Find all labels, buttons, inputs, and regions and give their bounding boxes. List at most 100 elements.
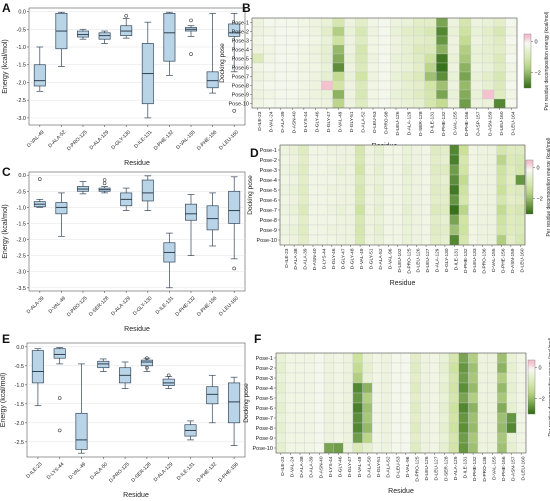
heat-cell [477,362,488,374]
heat-cell [447,98,460,109]
heat-cell [496,154,507,166]
heat-cell [381,432,392,444]
column-label: D-LYS-44 [303,111,309,132]
box-iqr [31,350,44,384]
heat-cell [378,53,391,64]
box-d-gly-130 [141,175,154,211]
heat-cell [308,174,318,186]
heat-cell [421,234,431,246]
heat-cell [497,422,507,434]
heat-cell [289,164,299,176]
heat-cell [436,53,449,64]
heat-cell [410,382,421,394]
heat-cell [286,80,299,91]
outlier-point [102,178,107,182]
heat-cell [295,382,305,394]
heat-cell [420,352,430,364]
heat-cell [333,432,344,444]
heat-cell [459,62,472,73]
heat-cell [410,432,421,444]
column-label: D-ALA-39 [303,248,309,269]
panel-letter-e: E [2,332,10,346]
heat-cell [402,194,413,206]
heat-cell [309,53,322,64]
heat-cell [263,98,276,109]
heat-cell [420,412,430,424]
row-label: Pose-8 [256,426,273,432]
y-axis-label: Energy (kcal/mol) [2,39,9,93]
colorbar-tick-label: 0 [535,40,538,46]
column-label: D-LEU-126 [416,248,422,272]
heat-cell [392,144,403,156]
column-label: D-PHE-156 [501,456,507,481]
heat-cell [286,53,299,64]
heat-cell [430,234,441,246]
heat-cell [391,412,402,424]
heat-cell [440,184,450,196]
heat-cell [317,204,328,216]
heat-cell [447,17,460,28]
column-label: D-PHE-132 [441,111,447,136]
row-label: Pose-2 [256,366,273,372]
heat-cell [516,392,527,404]
heat-cell [497,392,507,404]
y-tick-label: -1.5 [17,63,26,69]
heat-cell [413,80,425,91]
heat-cell [323,392,334,404]
heat-cell [449,224,460,236]
heat-cell [430,204,441,216]
heat-cell [352,382,363,394]
heat-cell [420,402,430,414]
heat-cell [355,154,365,166]
heat-cell [289,204,299,216]
heat-cell [367,44,379,55]
heat-cell [448,412,459,424]
heat-cell [333,392,344,404]
box-d-ile-131 [184,420,197,441]
heat-cell [440,234,450,246]
heat-cell [459,17,472,28]
heat-cell [304,432,315,444]
heat-cell [374,204,384,216]
heat-cell [515,144,526,156]
heat-cell [344,98,356,109]
outlier-point [145,356,149,361]
heat-cell [323,412,334,424]
heatmap-cells-d [279,144,526,246]
heat-cell [487,422,498,434]
heat-cell [506,174,516,186]
heat-cell [308,204,318,216]
heat-cell [355,214,365,226]
heat-cell [297,80,310,91]
y-tick-label: 0.0 [16,345,24,351]
panel-letter-f: F [254,332,261,346]
heat-cell [304,422,315,434]
heat-cell [355,80,368,91]
heat-cell [390,80,402,91]
heat-cell [411,174,422,186]
heat-cell [516,382,527,394]
heat-cell [251,98,264,109]
heat-cell [279,214,290,226]
heat-cell [449,144,460,156]
heat-cell [274,62,287,73]
heat-cell [343,422,354,434]
heat-cell [381,442,392,454]
heat-cell [493,44,506,55]
heat-cell [449,194,460,206]
heat-cell [390,62,402,73]
heat-cell [343,442,354,454]
heat-cell [439,372,450,384]
heat-cell [515,214,526,226]
column-label: D-GLY-47 [326,111,332,132]
heat-cell [326,214,337,226]
heat-cell [390,53,402,64]
heat-cell [458,442,469,454]
row-label: Pose-10 [253,446,274,452]
heat-cell [436,89,449,100]
heat-cell [448,352,459,364]
heat-cell [401,98,414,109]
heat-cell [470,44,483,55]
colorbar-b [523,33,532,89]
heat-cell [496,184,507,196]
